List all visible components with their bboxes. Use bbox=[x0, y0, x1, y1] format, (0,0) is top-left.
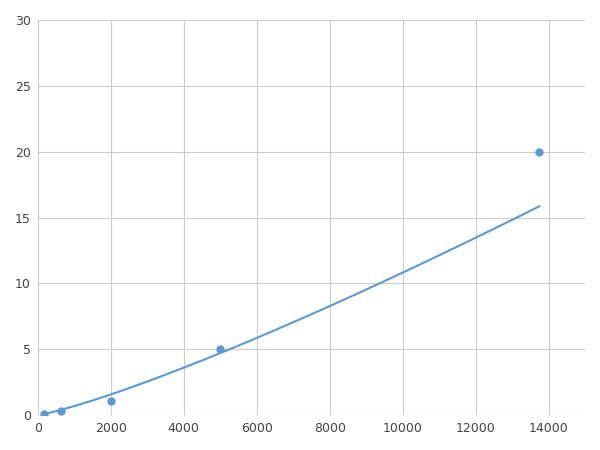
Point bbox=[535, 148, 544, 155]
Point bbox=[39, 410, 49, 417]
Point bbox=[106, 397, 116, 404]
Point bbox=[56, 408, 65, 415]
Point bbox=[215, 346, 225, 353]
